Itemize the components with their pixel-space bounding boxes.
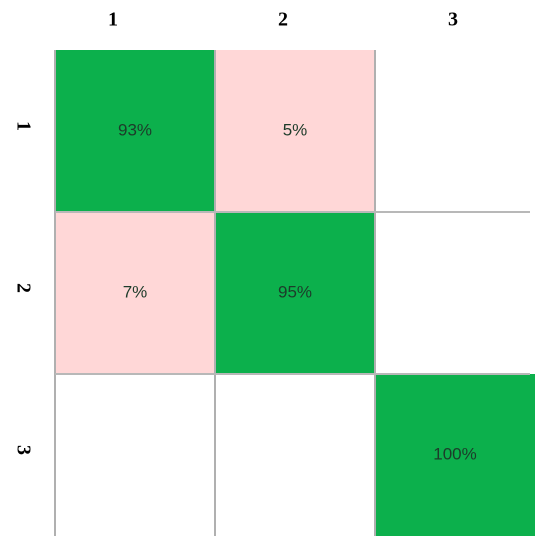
cell-label: 7% [123, 282, 148, 301]
heatmap-cell [55, 50, 215, 212]
heatmap-cell [215, 212, 375, 374]
column-label: 1 [108, 9, 118, 31]
row-label: 2 [12, 283, 34, 293]
column-label: 2 [278, 9, 288, 31]
cell-label: 100% [433, 444, 476, 463]
column-label: 3 [448, 9, 458, 31]
heatmap-cell [215, 50, 375, 212]
row-label: 3 [12, 445, 34, 455]
heatmap-cell [375, 374, 535, 536]
heatmap-cell [55, 212, 215, 374]
cell-label: 95% [278, 282, 312, 301]
cell-label: 93% [118, 120, 152, 139]
row-label: 1 [12, 121, 34, 131]
cell-label: 5% [283, 120, 308, 139]
